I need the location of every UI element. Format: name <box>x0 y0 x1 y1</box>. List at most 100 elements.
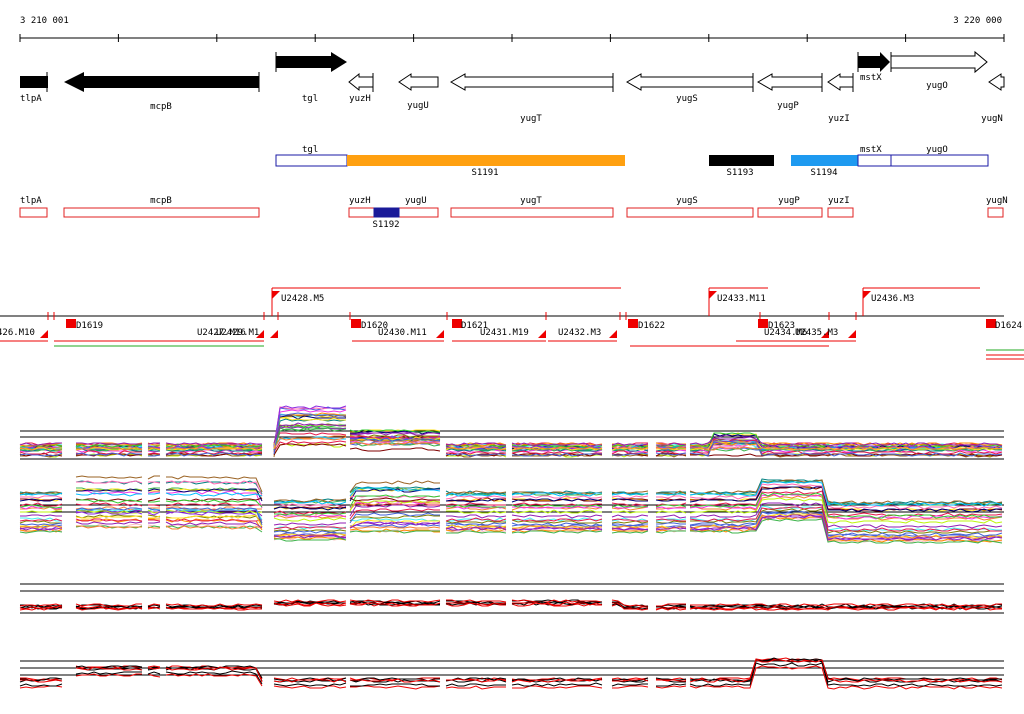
expression-trace <box>273 427 347 451</box>
segment-label-U2429.M1[interactable]: U2429.M1 <box>216 328 259 338</box>
expression-trace <box>19 605 63 610</box>
segment-label-U2428.M5[interactable]: U2428.M5 <box>281 294 324 304</box>
outline-box-tlpA[interactable] <box>19 207 48 218</box>
segment-label-U2431.M19[interactable]: U2431.M19 <box>480 328 529 338</box>
outline-box-yugT[interactable] <box>450 207 614 218</box>
gene-yuzI[interactable]: yuzI <box>827 73 854 124</box>
expression-trace <box>147 667 161 670</box>
segment-label-426.M10[interactable]: 426.M10 <box>0 328 35 338</box>
gene-mstX[interactable]: mstX <box>857 52 890 83</box>
expression-trace <box>147 509 161 514</box>
gene-yuzH[interactable]: yuzH <box>348 72 374 104</box>
segment-label-D1621[interactable]: D1621 <box>461 321 488 331</box>
outline-box-S1192[interactable] <box>373 207 400 218</box>
expression-trace <box>75 475 143 479</box>
expression-trace <box>166 475 263 493</box>
segment-label-D1619[interactable]: D1619 <box>76 321 103 331</box>
gene-mcpB[interactable]: mcpB <box>64 72 260 112</box>
expression-trace <box>19 522 63 526</box>
outline-label-yugS: yugS <box>676 196 698 206</box>
expression-trace <box>75 521 143 525</box>
expression-trace <box>75 605 142 610</box>
tu-label-S1191: S1191 <box>471 168 498 178</box>
expression-trace <box>75 605 143 610</box>
segment-label-D1622[interactable]: D1622 <box>638 321 665 331</box>
outline-box-yuzI[interactable] <box>827 207 854 218</box>
tu-box-S1191[interactable] <box>347 155 625 166</box>
segment-label-D1624[interactable]: D1624 <box>995 321 1022 331</box>
expression-trace <box>611 444 649 448</box>
gene-yugU[interactable]: yugU <box>398 73 439 111</box>
expression-trace <box>20 495 63 499</box>
segment-label-U2434.M6[interactable]: U2434.M6 <box>764 328 807 338</box>
expression-trace <box>512 452 602 457</box>
gene-yugT[interactable]: yugT <box>449 73 614 124</box>
expression-trace <box>273 417 346 450</box>
expression-trace <box>445 522 507 526</box>
expression-trace <box>274 512 347 516</box>
expression-trace <box>165 480 263 497</box>
segment-label-U2435.M3[interactable]: U2435.M3 <box>795 328 838 338</box>
expression-trace <box>76 446 143 451</box>
expression-trace <box>148 521 161 524</box>
segment-label-U2430.M11[interactable]: U2430.M11 <box>378 328 427 338</box>
gene-tgl[interactable]: tgl <box>275 52 347 104</box>
expression-trace <box>655 504 687 508</box>
expression-trace <box>611 452 649 457</box>
expression-trace <box>611 453 649 457</box>
expression-trace <box>165 673 263 687</box>
expression-trace <box>611 447 649 451</box>
tu-box-yugO[interactable] <box>890 154 989 167</box>
expression-trace <box>446 525 507 530</box>
segment-label-U2433.M11[interactable]: U2433.M11 <box>717 294 766 304</box>
gene-yugO[interactable]: yugO <box>890 50 988 91</box>
segment-label-D1620[interactable]: D1620 <box>361 321 388 331</box>
expression-trace <box>656 498 687 501</box>
expression-trace <box>689 492 1002 519</box>
tu-box-S1193[interactable] <box>709 155 774 166</box>
expression-trace <box>512 505 603 509</box>
expression-trace <box>511 682 603 687</box>
outline-box-yugS[interactable] <box>626 207 754 218</box>
expression-trace <box>273 412 346 455</box>
segment-label-U2436.M3[interactable]: U2436.M3 <box>871 294 914 304</box>
expression-trace <box>273 436 347 450</box>
gene-tlpA[interactable]: tlpA <box>20 72 48 104</box>
segment-label-U2432.M3[interactable]: U2432.M3 <box>558 328 601 338</box>
tu-box-tgl[interactable] <box>275 154 348 167</box>
expression-trace <box>147 445 161 449</box>
outline-label-mcpB: mcpB <box>150 196 172 206</box>
expression-trace <box>655 685 687 689</box>
expression-trace <box>689 493 1003 520</box>
expression-trace <box>612 602 648 610</box>
gene-yugS[interactable]: yugS <box>625 73 754 104</box>
outline-box-yugN[interactable] <box>987 207 1004 218</box>
tu-box-S1194[interactable] <box>791 155 858 166</box>
expression-trace <box>273 530 346 534</box>
expression-trace <box>611 442 649 446</box>
expression-trace <box>147 475 160 480</box>
gene-yugP[interactable]: yugP <box>756 73 823 111</box>
gene-yugN[interactable]: yugN <box>981 73 1005 124</box>
expression-trace <box>445 683 506 687</box>
outline-box-yugP[interactable] <box>757 207 823 218</box>
segment-label-U2427.M16[interactable]: U2427.M16 <box>197 328 246 338</box>
expression-trace <box>655 499 686 502</box>
expression-trace <box>611 520 649 524</box>
outline-box-mcpB[interactable] <box>63 207 260 218</box>
expression-trace <box>349 504 441 517</box>
outline-label-yugU: yugU <box>405 196 427 206</box>
expression-trace <box>148 492 161 495</box>
expression-trace <box>656 679 686 682</box>
expression-trace <box>19 502 63 507</box>
expression-trace <box>273 602 347 606</box>
expression-trace <box>20 677 63 682</box>
expression-trace <box>446 510 507 514</box>
transcription-unit-track: tgl S1191 S1193 S1194 mstX yugO <box>275 145 989 178</box>
expression-trace <box>655 452 687 456</box>
expression-trace <box>655 606 686 610</box>
segment-label-D1623[interactable]: D1623 <box>768 321 795 331</box>
tu-box-mstX[interactable] <box>857 154 892 167</box>
expression-trace <box>273 506 347 511</box>
expression-trace <box>350 435 440 440</box>
